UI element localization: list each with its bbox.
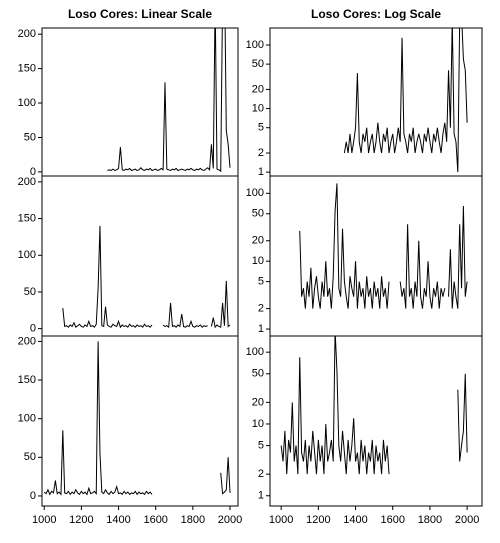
y-tick-label: 1 <box>258 166 264 178</box>
y-tick-label: 50 <box>24 286 36 298</box>
y-tick-label: 1 <box>258 490 264 502</box>
y-tick-label: 100 <box>18 97 36 109</box>
y-tick-label: 50 <box>252 208 264 220</box>
panel-border <box>269 27 483 177</box>
y-tick-label: 50 <box>24 131 36 143</box>
x-tick-label: 1800 <box>181 514 205 526</box>
y-tick-label: 2 <box>258 303 264 315</box>
y-tick-label: 20 <box>252 83 264 95</box>
y-tick-label: 2 <box>258 147 264 159</box>
data-line <box>280 336 468 475</box>
data-line <box>107 28 231 173</box>
y-tick-label: 150 <box>18 63 36 75</box>
y-tick-label: 200 <box>18 28 36 40</box>
data-line <box>62 225 231 329</box>
y-tick-label: 5 <box>258 439 264 451</box>
y-tick-label: 1 <box>258 323 264 335</box>
panel-border <box>41 335 239 507</box>
y-tick-label: 20 <box>252 235 264 247</box>
data-line <box>299 183 468 309</box>
y-tick-label: 0 <box>30 166 36 178</box>
y-tick-label: 100 <box>246 346 264 358</box>
y-tick-label: 5 <box>258 122 264 134</box>
x-tick-label: 1000 <box>32 514 56 526</box>
y-tick-label: 100 <box>18 249 36 261</box>
y-tick-label: 0 <box>30 323 36 335</box>
x-tick-label: 1600 <box>380 514 404 526</box>
y-tick-label: 200 <box>18 176 36 188</box>
panel-border <box>41 27 239 177</box>
chart-title: Loso Cores: Linear Scale <box>68 7 212 21</box>
x-tick-label: 1400 <box>343 514 367 526</box>
y-tick-label: 0 <box>30 490 36 502</box>
panel-border <box>41 175 239 337</box>
y-tick-label: 20 <box>252 396 264 408</box>
y-tick-label: 200 <box>18 335 36 347</box>
y-tick-label: 100 <box>18 413 36 425</box>
x-tick-label: 1200 <box>306 514 330 526</box>
x-tick-label: 1400 <box>106 514 130 526</box>
x-tick-label: 1000 <box>269 514 293 526</box>
y-tick-label: 5 <box>258 276 264 288</box>
y-tick-label: 10 <box>252 102 264 114</box>
y-tick-label: 150 <box>18 212 36 224</box>
y-tick-label: 150 <box>18 374 36 386</box>
x-tick-label: 1600 <box>143 514 167 526</box>
y-tick-label: 10 <box>252 418 264 430</box>
y-tick-label: 10 <box>252 255 264 267</box>
y-tick-label: 100 <box>246 187 264 199</box>
x-tick-label: 2000 <box>218 514 242 526</box>
x-tick-label: 2000 <box>455 514 479 526</box>
y-tick-label: 2 <box>258 468 264 480</box>
y-tick-label: 100 <box>246 39 264 51</box>
chart-title: Loso Cores: Log Scale <box>311 7 441 21</box>
y-tick-label: 50 <box>24 451 36 463</box>
x-tick-label: 1800 <box>418 514 442 526</box>
panel-border <box>269 335 483 507</box>
data-line <box>43 341 231 496</box>
y-tick-label: 50 <box>252 368 264 380</box>
x-tick-label: 1200 <box>69 514 93 526</box>
y-tick-label: 50 <box>252 58 264 70</box>
data-line <box>343 28 468 173</box>
